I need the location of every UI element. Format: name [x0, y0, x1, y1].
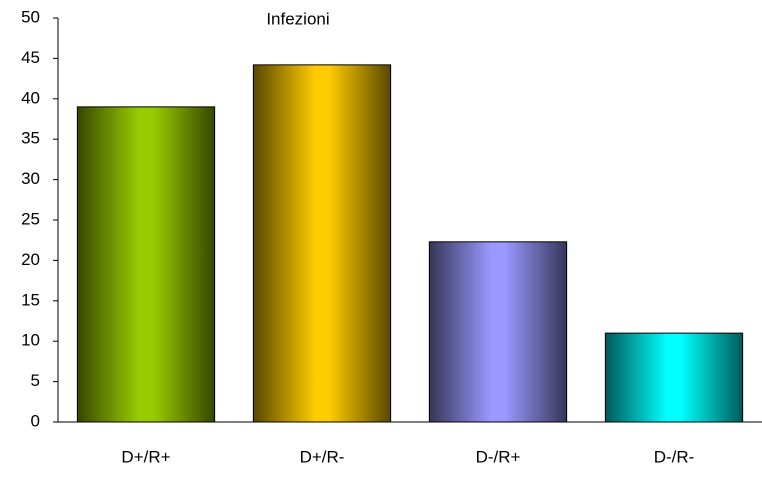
y-tick-label: 40 [21, 88, 40, 107]
x-tick-label: D-/R+ [476, 447, 521, 466]
y-tick-label: 25 [21, 209, 40, 228]
bar [252, 64, 392, 423]
y-tick-label: 50 [21, 7, 40, 26]
bar [76, 106, 216, 423]
x-tick-label: D-/R- [654, 447, 695, 466]
y-tick-label: 45 [21, 48, 40, 67]
y-tick-label: 15 [21, 290, 40, 309]
y-tick-label: 5 [31, 371, 40, 390]
x-tick-label: D+/R- [300, 447, 345, 466]
y-tick-label: 0 [31, 411, 40, 430]
y-tick-label: 10 [21, 331, 40, 350]
y-tick-label: 20 [21, 250, 40, 269]
y-tick-label: 35 [21, 129, 40, 148]
y-tick-label: 30 [21, 169, 40, 188]
bar [428, 241, 568, 423]
chart-title: Infezioni [266, 9, 329, 28]
bar [604, 332, 744, 423]
x-tick-label: D+/R+ [121, 447, 170, 466]
